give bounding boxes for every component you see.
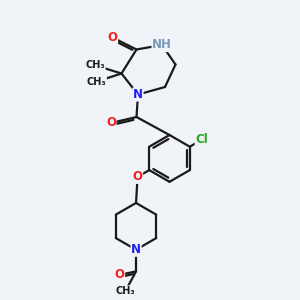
Text: O: O: [133, 170, 142, 183]
Text: N: N: [133, 88, 143, 101]
Text: CH₃: CH₃: [116, 286, 135, 296]
Text: CH₃: CH₃: [87, 76, 106, 87]
Text: Cl: Cl: [195, 134, 208, 146]
Text: N: N: [131, 243, 141, 256]
Text: NH: NH: [152, 38, 172, 52]
Text: CH₃: CH₃: [85, 60, 105, 70]
Text: O: O: [106, 116, 116, 130]
Text: O: O: [107, 31, 118, 44]
Text: O: O: [115, 268, 124, 281]
